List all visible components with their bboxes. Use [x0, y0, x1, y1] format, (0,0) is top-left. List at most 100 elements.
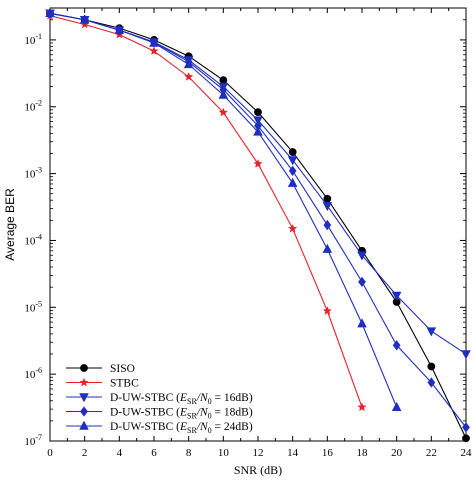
- legend-item: SISO: [66, 363, 135, 375]
- x-tick-label: 8: [186, 447, 192, 459]
- legend-label-text: SISO: [110, 363, 135, 375]
- legend-marker: [80, 406, 88, 417]
- data-point: [358, 276, 366, 288]
- data-point: [79, 14, 90, 24]
- series-2: [45, 9, 471, 360]
- series-4: [45, 7, 402, 411]
- series-1: [45, 10, 367, 412]
- data-point: [253, 158, 263, 168]
- y-tick-exponent: -7: [35, 433, 42, 442]
- legend-label: STBC: [110, 378, 139, 390]
- legend-label: D-UW-STBC (ESR/N0 = 16dB): [110, 392, 253, 406]
- data-point: [149, 46, 159, 56]
- y-tick-label: 10-7: [24, 433, 42, 448]
- x-tick-label: 20: [391, 447, 403, 459]
- x-tick-label: 12: [253, 447, 264, 459]
- series-line: [49, 15, 363, 408]
- legend-label-part: D-UW-STBC (: [110, 392, 180, 404]
- y-tick-exponent: -3: [35, 166, 42, 175]
- legend-label-part: /N: [196, 392, 209, 404]
- x-tick-label: 6: [151, 447, 157, 459]
- legend-label-part: 0: [208, 412, 212, 421]
- legend-label-part: D-UW-STBC (: [110, 407, 180, 419]
- series-layer: [45, 7, 471, 443]
- y-tick-base: 10: [24, 369, 36, 381]
- data-point: [392, 340, 401, 351]
- legend-label-part: SR: [187, 412, 197, 421]
- legend-marker: [79, 393, 89, 403]
- y-tick-exponent: -6: [35, 366, 42, 375]
- data-point: [426, 327, 437, 337]
- legend-item: D-UW-STBC (ESR/N0 = 16dB): [66, 392, 253, 406]
- x-tick-label: 22: [426, 447, 437, 459]
- x-tick-label: 2: [82, 447, 88, 459]
- data-point: [322, 243, 333, 253]
- legend-label-part: = 18dB): [212, 407, 253, 419]
- legend-marker: [80, 364, 88, 372]
- data-point: [391, 401, 402, 411]
- data-point: [322, 306, 332, 315]
- data-point: [322, 202, 333, 212]
- data-point: [254, 108, 262, 117]
- data-point: [287, 156, 298, 166]
- x-tick-label: 24: [461, 447, 473, 459]
- legend-label-text: STBC: [110, 378, 139, 390]
- legend-item: D-UW-STBC (ESR/N0 = 18dB): [66, 406, 253, 421]
- data-point: [45, 7, 55, 18]
- legend-label: D-UW-STBC (ESR/N0 = 18dB): [110, 407, 253, 421]
- y-tick-base: 10: [24, 235, 36, 247]
- x-axis-title: SNR (dB): [234, 463, 282, 477]
- legend-label-part: = 16dB): [212, 392, 253, 404]
- data-point: [323, 194, 332, 203]
- y-tick-label: 10-3: [24, 166, 42, 181]
- data-point: [461, 350, 471, 360]
- legend-label-part: /N: [196, 421, 209, 433]
- legend-label-part: E: [179, 407, 187, 419]
- y-tick-label: 10-1: [24, 32, 42, 47]
- data-point: [288, 165, 297, 176]
- data-point: [184, 71, 194, 81]
- data-point: [218, 89, 229, 99]
- y-tick-exponent: -4: [35, 232, 42, 241]
- data-point: [183, 59, 194, 69]
- data-point: [462, 434, 470, 443]
- legend-marker: [79, 377, 89, 387]
- legend-label-part: E: [179, 421, 187, 433]
- plot-frame: [49, 7, 467, 442]
- legend-label-part: SR: [187, 426, 197, 435]
- data-point: [114, 24, 125, 34]
- legend-label-part: SR: [187, 397, 197, 406]
- x-axis: 0 2 4 6 8 10 12 14 16 18 20 22 24: [47, 8, 472, 459]
- y-tick-base: 10: [24, 102, 36, 114]
- data-point: [287, 177, 298, 187]
- legend-label-part: D-UW-STBC (: [110, 421, 180, 433]
- x-tick-label: 18: [357, 447, 369, 459]
- y-tick-exponent: -1: [35, 32, 42, 41]
- legend-label-part: /N: [196, 407, 209, 419]
- y-tick-label: 10-2: [24, 99, 42, 114]
- data-point: [288, 148, 297, 156]
- series-line: [49, 12, 467, 355]
- legend-label-part: = 24dB): [212, 421, 253, 433]
- y-axis-title: Average BER: [3, 188, 17, 261]
- y-tick-label: 10-4: [24, 232, 42, 247]
- y-tick-label: 10-6: [24, 366, 42, 381]
- x-tick-label: 10: [218, 447, 230, 459]
- data-point: [357, 318, 367, 328]
- legend-label-part: 0: [208, 397, 212, 406]
- legend-item: STBC: [66, 378, 139, 390]
- y-tick-base: 10: [24, 436, 36, 448]
- data-point: [219, 76, 228, 85]
- series-line: [49, 12, 398, 408]
- y-tick-exponent: -2: [35, 99, 42, 108]
- data-point: [149, 37, 159, 47]
- legend-label-part: 0: [208, 426, 212, 435]
- data-point: [288, 223, 298, 233]
- data-point: [323, 219, 332, 231]
- data-point: [462, 422, 470, 433]
- legend-label: D-UW-STBC (ESR/N0 = 24dB): [110, 421, 253, 435]
- data-point: [253, 126, 263, 136]
- y-tick-label: 10-5: [24, 299, 42, 314]
